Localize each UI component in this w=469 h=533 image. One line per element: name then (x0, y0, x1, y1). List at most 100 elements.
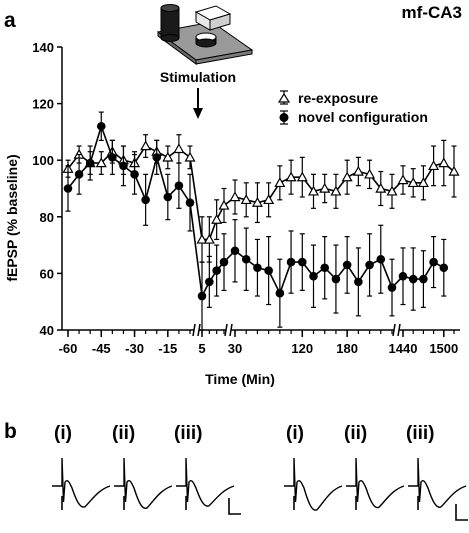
axis-break-mark (229, 323, 233, 337)
data-point-circle (408, 274, 418, 284)
data-point-triangle (162, 151, 174, 162)
data-point-circle (342, 260, 352, 270)
fepsp-trace (114, 457, 173, 510)
data-point-triangle (341, 171, 353, 182)
data-point-triangle (448, 165, 460, 176)
data-point-triangle (218, 199, 230, 210)
axis-break-mark (224, 323, 228, 337)
x-axis-title: Time (Min) (205, 371, 275, 387)
axis-break-mark (197, 323, 201, 337)
data-point-circle (96, 121, 106, 131)
data-point-circle (419, 274, 428, 284)
stimulation-label: Stimulation (160, 69, 236, 85)
legend-entry-re-exposure: re-exposure (277, 90, 378, 106)
data-point-triangle (211, 213, 223, 224)
data-point-triangle (375, 182, 387, 193)
scale-bar (455, 504, 468, 521)
x-tick-label: 1440 (389, 341, 418, 356)
data-point-circle (141, 195, 150, 205)
data-point-triangle (184, 151, 196, 162)
trace-label: (iii) (174, 423, 203, 444)
fepsp-trace (346, 457, 405, 509)
data-point-triangle (428, 160, 440, 171)
series-line-segment (133, 174, 147, 201)
data-point-circle (185, 198, 195, 207)
data-point-circle (275, 288, 285, 298)
series-line-segment (380, 258, 393, 288)
data-point-triangle (307, 185, 320, 196)
data-point-circle (119, 161, 128, 171)
series-re-exposure (62, 134, 460, 263)
data-point-circle (309, 271, 318, 281)
x-tick-label: 180 (336, 341, 358, 356)
pathway-label: mf-CA3 (402, 3, 462, 22)
y-tick-label: 80 (40, 210, 54, 225)
x-tick-label: 5 (198, 341, 205, 356)
data-point-triangle (330, 185, 342, 196)
y-tick-label: 140 (32, 40, 54, 55)
panel-b-label: b (4, 420, 17, 443)
data-point-triangle (296, 171, 308, 182)
legend-label-re-exposure: re-exposure (298, 90, 378, 106)
x-tick-label: -60 (59, 341, 78, 356)
data-point-triangle (438, 157, 450, 168)
data-point-triangle (364, 168, 376, 179)
data-point-triangle (173, 143, 185, 154)
trace-group-re-exposure: (i) (ii) (iii) (52, 423, 241, 515)
axis-break-mark (397, 323, 401, 337)
x-tick-label: -45 (92, 341, 111, 356)
series-line-segment (189, 157, 203, 240)
y-tick-label: 40 (40, 323, 54, 338)
data-point-circle (219, 257, 229, 267)
trace-group-novel-configuration: (i) (ii) (iii) (284, 423, 468, 521)
data-point-triangle (274, 177, 286, 188)
data-point-triangle (95, 157, 107, 168)
data-point-circle (398, 271, 408, 281)
data-point-triangle (229, 191, 241, 202)
data-point-circle (63, 184, 73, 193)
series-line-segment (279, 261, 292, 294)
trace-label: (iii) (406, 423, 435, 444)
y-tick-label: 100 (32, 153, 54, 168)
trace-label: (i) (286, 423, 304, 444)
axis-break-mark (392, 323, 396, 337)
data-point-triangle (397, 174, 409, 185)
fepsp-trace (408, 457, 467, 508)
stimulation-arrow-icon (193, 88, 203, 119)
data-point-triangle (407, 177, 419, 188)
data-point-triangle (263, 194, 275, 205)
data-point-triangle (140, 140, 152, 151)
data-point-circle (74, 170, 84, 179)
panel-a-label: a (4, 9, 16, 32)
data-point-circle (439, 263, 449, 273)
data-point-circle (197, 291, 207, 301)
data-point-circle (264, 266, 273, 275)
arena-with-objects-icon (156, 4, 254, 65)
data-point-triangle (386, 185, 398, 196)
x-tick-label: 30 (228, 341, 242, 356)
data-point-circle (130, 170, 139, 179)
data-point-circle (354, 277, 363, 287)
legend: re-exposure novel configuration (277, 90, 428, 125)
axis-break-mark (192, 323, 196, 337)
data-point-triangle (352, 165, 364, 176)
data-point-triangle (251, 196, 263, 207)
series-line-segment (189, 202, 203, 297)
plot-marks (62, 111, 460, 331)
data-point-circle (205, 277, 214, 287)
fepsp-trace (284, 457, 343, 511)
series-line-segment (100, 125, 114, 158)
data-point-circle (429, 257, 438, 267)
data-point-circle (163, 192, 173, 202)
data-point-circle (320, 263, 330, 273)
series-line-segment (144, 157, 158, 201)
data-point-circle (174, 181, 184, 190)
scale-bar (228, 498, 241, 515)
data-point-circle (152, 153, 162, 162)
y-tick-label: 60 (40, 266, 54, 281)
x-tick-label: 120 (291, 341, 313, 356)
series-line-segment (155, 157, 169, 198)
data-point-circle (85, 158, 95, 168)
y-axis-title: fEPSP (% baseline) (4, 154, 20, 281)
